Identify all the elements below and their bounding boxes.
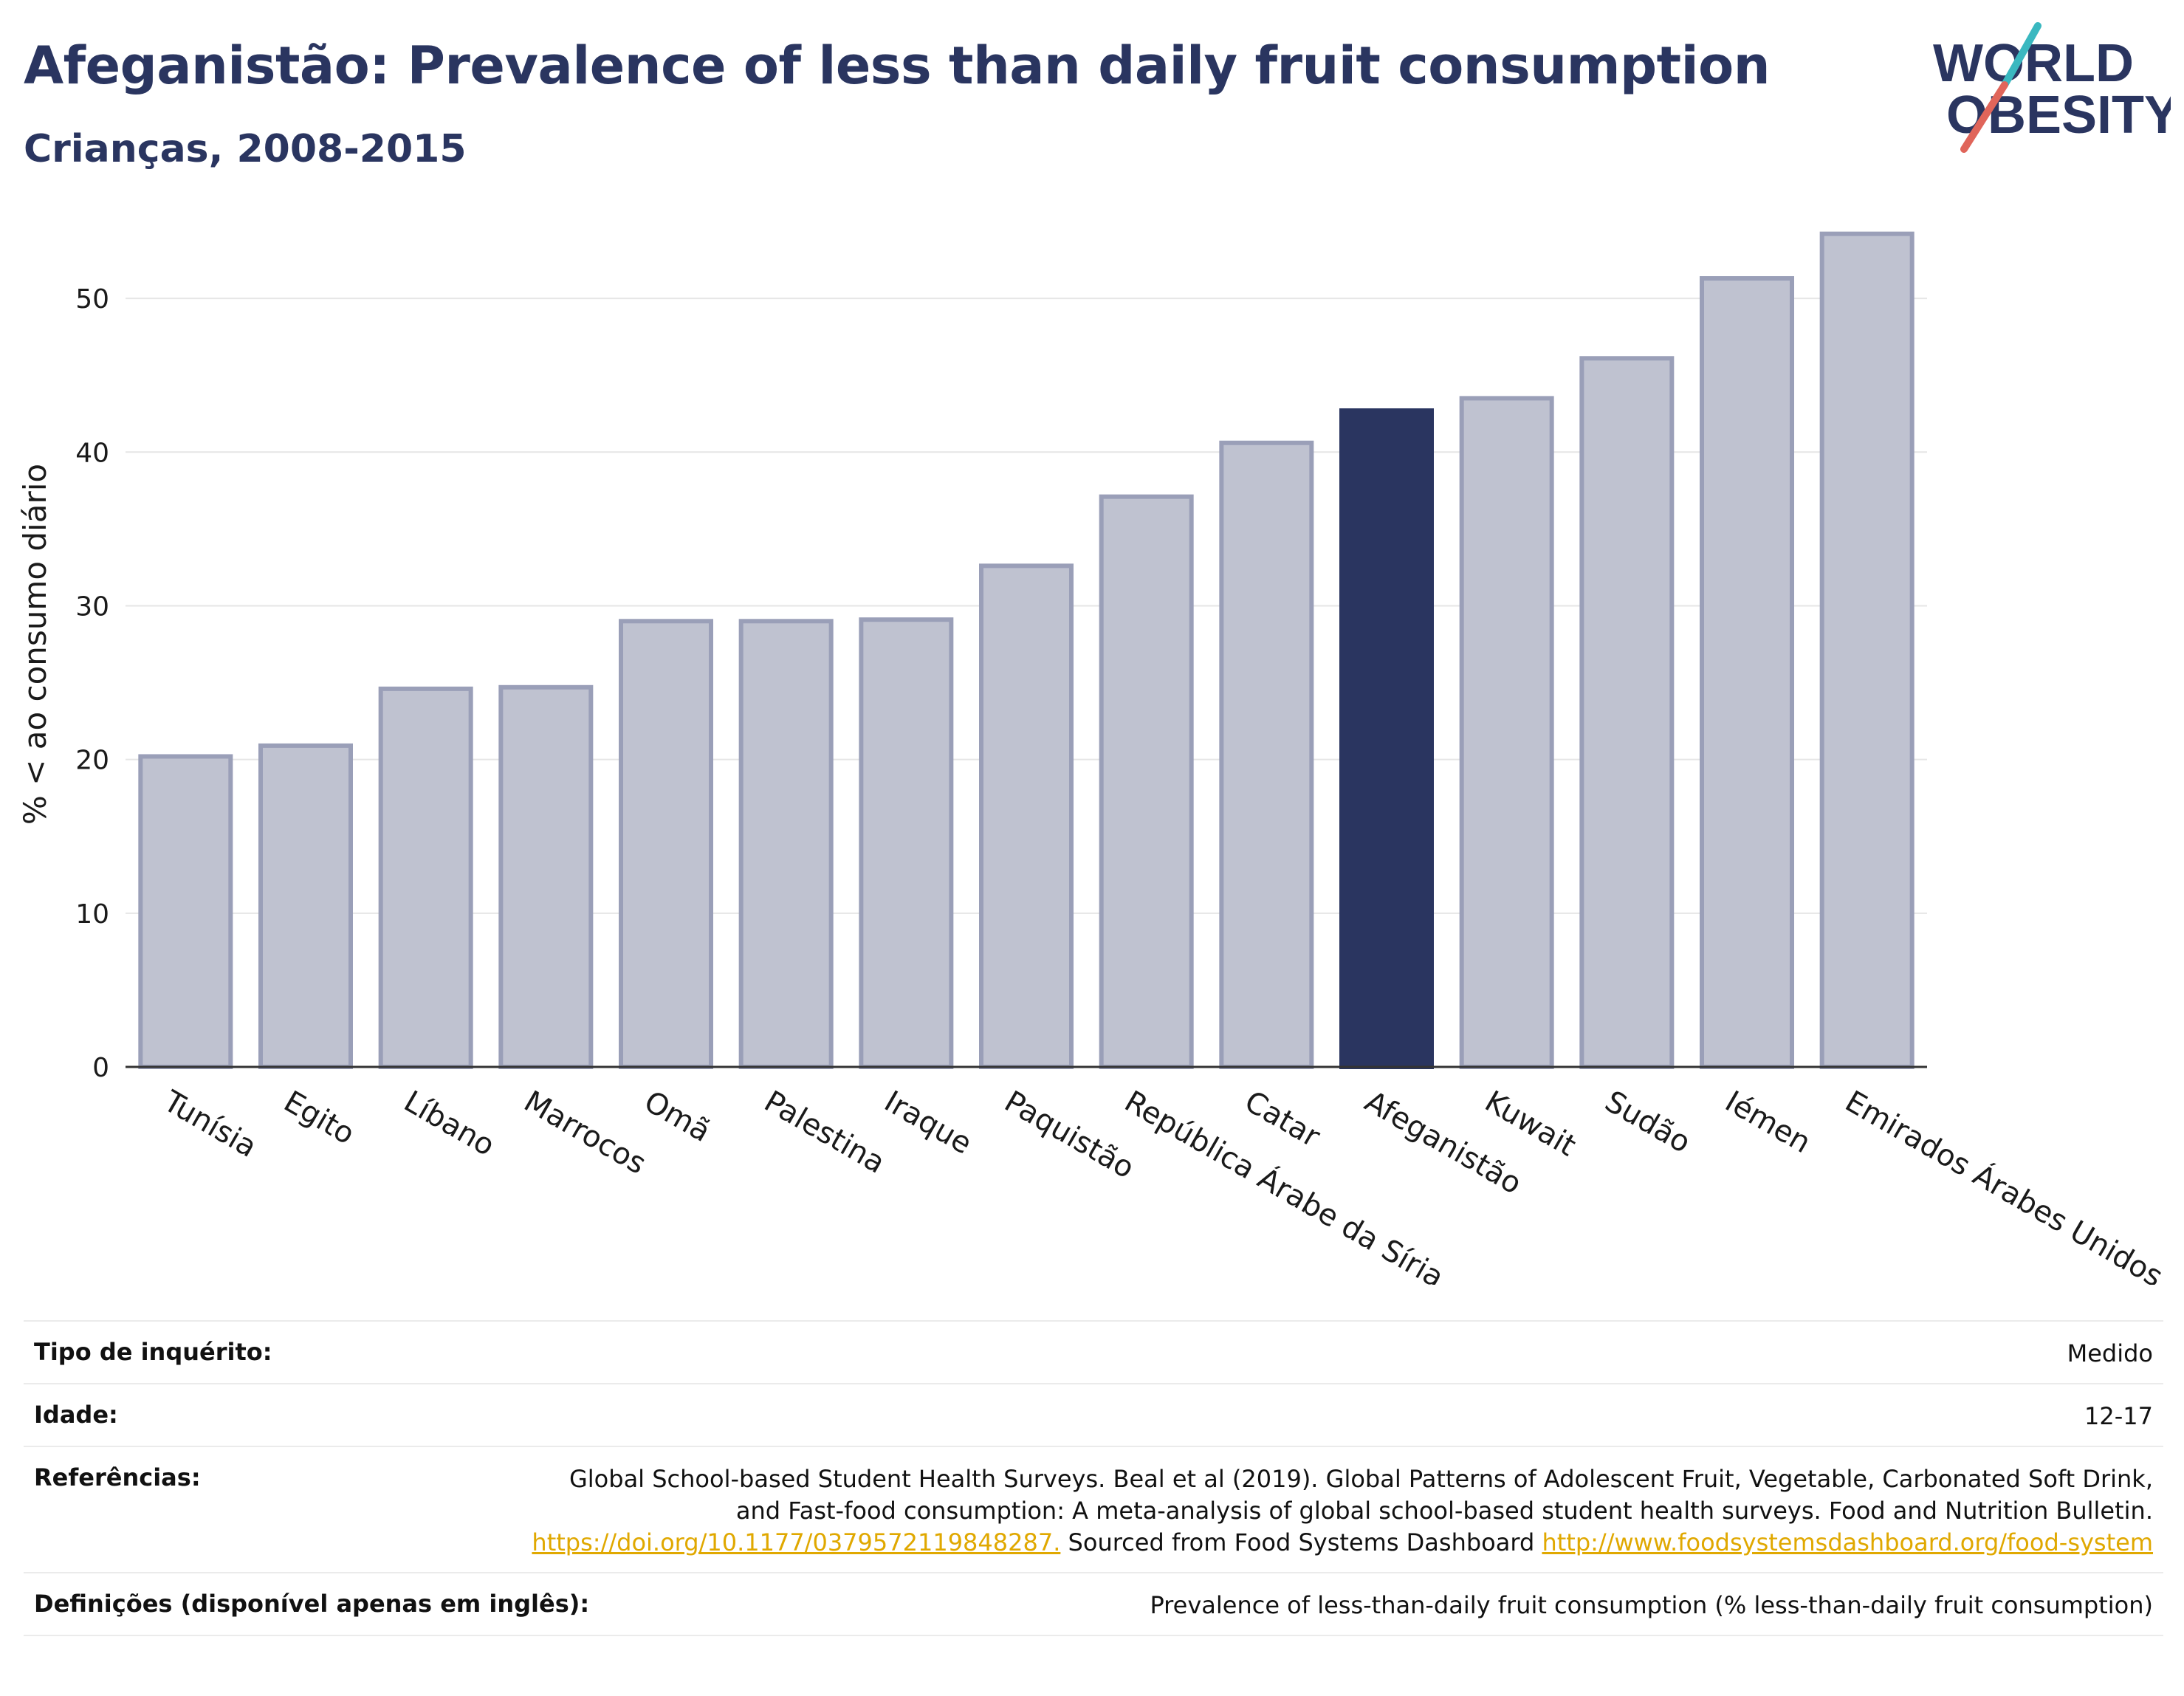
meta-row-age: Idade: 12-17: [24, 1383, 2163, 1446]
bar-iraque[interactable]: [859, 617, 954, 1069]
meta-row-references: Referências: Global School-based Student…: [24, 1446, 2163, 1572]
meta-value: 12-17: [2084, 1402, 2153, 1430]
world-obesity-logo: WORLD OBESITY: [1933, 22, 2171, 153]
reference-source-text: Sourced from Food Systems Dashboard: [1068, 1528, 1535, 1556]
y-tick-label: 40: [75, 438, 109, 468]
meta-key: Definições (disponível apenas em inglês)…: [34, 1590, 590, 1618]
meta-value: Global School-based Student Health Surve…: [529, 1463, 2153, 1559]
y-axis-title: % < ao consumo diário: [17, 464, 53, 825]
bar-república-árabe-da-síria[interactable]: [1099, 494, 1194, 1069]
meta-key: Referências:: [34, 1463, 201, 1491]
chart-title: Afeganistão: Prevalence of less than dai…: [24, 35, 1771, 96]
bar-sudão[interactable]: [1579, 356, 1675, 1070]
x-tick-label: Paquistão: [999, 1085, 1140, 1186]
metadata-table: Tipo de inquérito: Medido Idade: 12-17 R…: [24, 1320, 2163, 1636]
y-tick-label: 0: [92, 1053, 109, 1083]
bar-paquistão[interactable]: [979, 563, 1074, 1069]
meta-value: Medido: [2067, 1339, 2153, 1367]
x-tick-label: Palestina: [758, 1085, 890, 1181]
bar-tunísia[interactable]: [138, 754, 233, 1069]
y-tick-label: 20: [75, 746, 109, 776]
y-tick-label: 50: [75, 284, 109, 315]
bar-afeganistão[interactable]: [1339, 408, 1434, 1069]
bar-kuwait[interactable]: [1459, 396, 1554, 1069]
logo-line1: WORLD: [1933, 34, 2134, 93]
logo-slash-top: [2001, 22, 2042, 89]
x-tick-label: Sudão: [1599, 1085, 1696, 1160]
meta-row-survey-type: Tipo de inquérito: Medido: [24, 1320, 2163, 1383]
bar-egito[interactable]: [258, 743, 353, 1070]
x-tick-label: Marrocos: [518, 1085, 652, 1181]
bar-iémen[interactable]: [1700, 276, 1794, 1070]
y-tick-label: 30: [75, 591, 109, 622]
bar-catar[interactable]: [1219, 440, 1314, 1070]
meta-key: Idade:: [34, 1401, 118, 1429]
x-tick-label: Iraque: [879, 1085, 978, 1161]
x-tick-label: Egito: [278, 1085, 360, 1152]
x-tick-label: Tunísia: [157, 1084, 262, 1164]
bar-chart: 0 10 20 30 40 50 Tunísia Egito Líbano MarrocosOm…: [17, 231, 2169, 1285]
x-tick-label: Catar: [1239, 1085, 1326, 1155]
bars-group: [138, 231, 1915, 1070]
reference-text: Global School-based Student Health Surve…: [569, 1465, 2153, 1525]
x-tick-label: Emirados Árabes Unidos: [1839, 1083, 2169, 1285]
logo-slash-bottom: [1960, 81, 2008, 153]
bar-líbano[interactable]: [378, 686, 473, 1069]
chart-subtitle: Crianças, 2008-2015: [24, 127, 467, 171]
y-axis-ticks: 0 10 20 30 40 50: [75, 284, 109, 1083]
x-tick-label: Kuwait: [1479, 1085, 1582, 1164]
bar-emirados-árabes-unidos[interactable]: [1819, 231, 1915, 1070]
bar-palestina[interactable]: [738, 619, 834, 1069]
logo-line2: OBESITY: [1946, 86, 2171, 145]
bar-marrocos[interactable]: [498, 684, 594, 1069]
x-tick-label: Iémen: [1720, 1085, 1817, 1161]
doi-link[interactable]: https://doi.org/10.1177/0379572119848287…: [532, 1528, 1061, 1556]
meta-key: Tipo de inquérito:: [34, 1338, 272, 1366]
meta-row-definitions: Definições (disponível apenas em inglês)…: [24, 1572, 2163, 1636]
food-systems-link[interactable]: http://www.foodsystemsdashboard.org/food…: [1542, 1528, 2153, 1556]
x-tick-label: Omã: [639, 1085, 716, 1149]
bar-omã[interactable]: [619, 619, 713, 1069]
meta-value: Prevalence of less-than-daily fruit cons…: [1150, 1591, 2153, 1619]
x-tick-label: Líbano: [398, 1085, 500, 1163]
y-tick-label: 10: [75, 899, 109, 930]
